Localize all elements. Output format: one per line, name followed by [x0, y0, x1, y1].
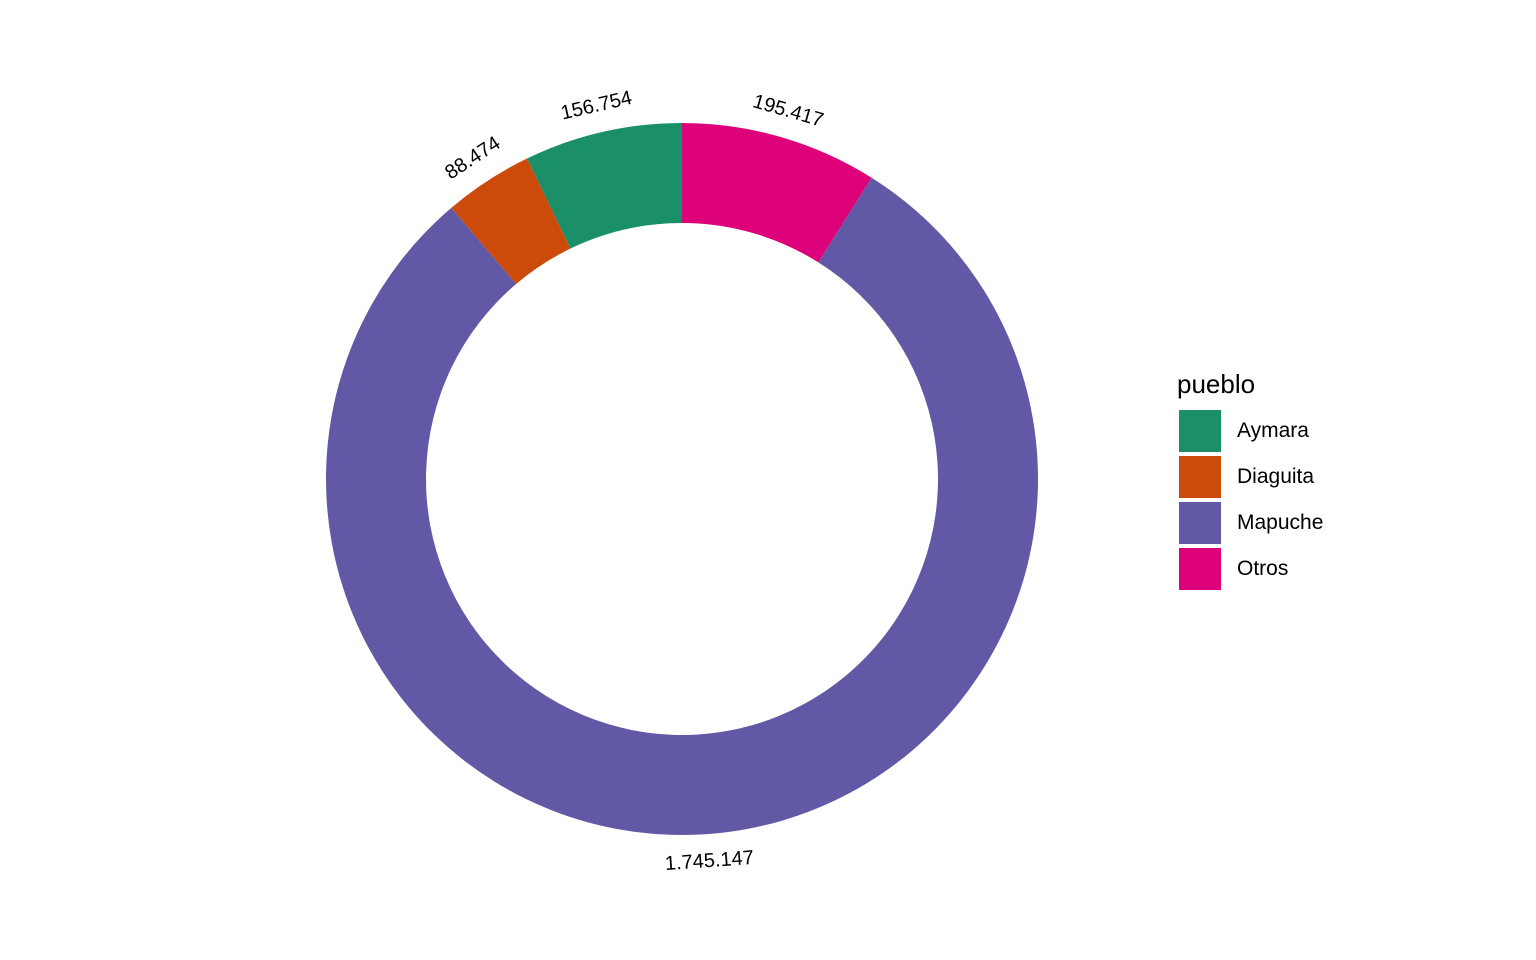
- slice-mapuche: [326, 177, 1038, 836]
- legend-label-mapuche: Mapuche: [1237, 511, 1324, 534]
- legend-key-otros: [1179, 548, 1221, 590]
- donut-slices: [326, 123, 1038, 836]
- legend-key-diaguita: [1179, 456, 1221, 498]
- legend-item-diaguita: Diaguita: [1177, 456, 1314, 502]
- legend-item-mapuche: Mapuche: [1177, 502, 1323, 548]
- legend-title: pueblo: [1177, 369, 1256, 399]
- slice-otros: [682, 123, 872, 263]
- value-label-otros: 195.417: [750, 90, 826, 131]
- legend-key-mapuche: [1179, 502, 1221, 544]
- value-label-mapuche: 1.745.147: [664, 847, 754, 875]
- legend-item-otros: Otros: [1177, 548, 1288, 594]
- legend-label-otros: Otros: [1237, 557, 1289, 580]
- slice-diaguita: [451, 158, 571, 285]
- legend-label-aymara: Aymara: [1237, 419, 1309, 442]
- slice-aymara: [526, 123, 682, 249]
- legend: pueblo Aymara Diaguita Mapuche Otros: [1177, 366, 1323, 594]
- value-label-aymara: 156.754: [559, 87, 634, 125]
- legend-item-aymara: Aymara: [1177, 410, 1309, 456]
- legend-key-aymara: [1179, 410, 1221, 452]
- legend-label-diaguita: Diaguita: [1237, 465, 1315, 488]
